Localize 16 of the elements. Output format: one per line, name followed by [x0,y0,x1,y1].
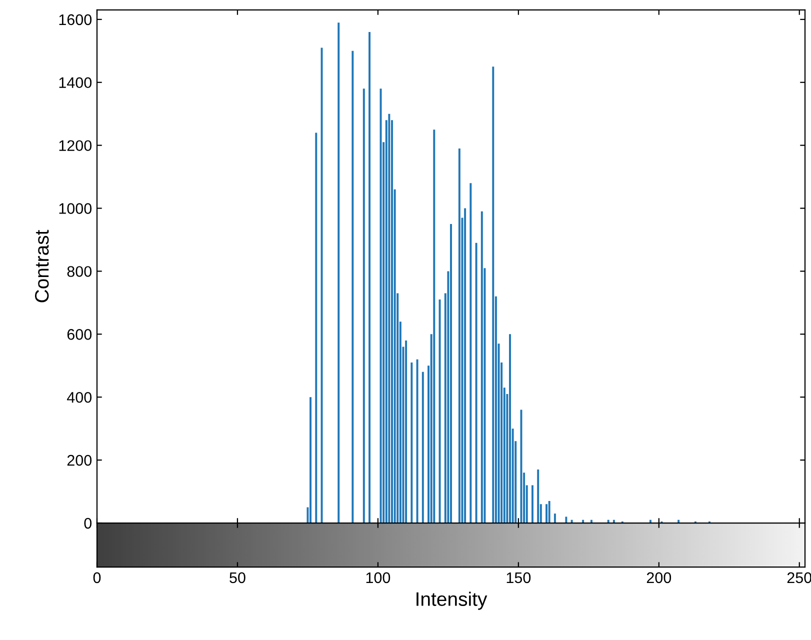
x-tick-label: 50 [230,572,246,584]
x-axis-title: Intensity [416,592,488,610]
y-axis-title: Contrast [34,230,49,302]
y-tick-label: 1000 [59,203,92,214]
y-tick-label: 800 [67,266,92,277]
x-tick-label: 200 [646,572,672,584]
y-tick-label: 1400 [59,77,92,88]
y-tick-label: 1200 [59,140,92,152]
y-tick-label: 1600 [59,14,92,26]
x-tick-label: 100 [366,572,390,584]
x-tick-label: 150 [506,572,531,584]
x-tick-label: 0 [93,572,101,584]
y-tick-label: 200 [67,454,92,466]
y-tick-label: 0 [84,518,92,529]
y-tick-label: 400 [67,392,92,403]
y-tick-label: 600 [67,329,92,340]
